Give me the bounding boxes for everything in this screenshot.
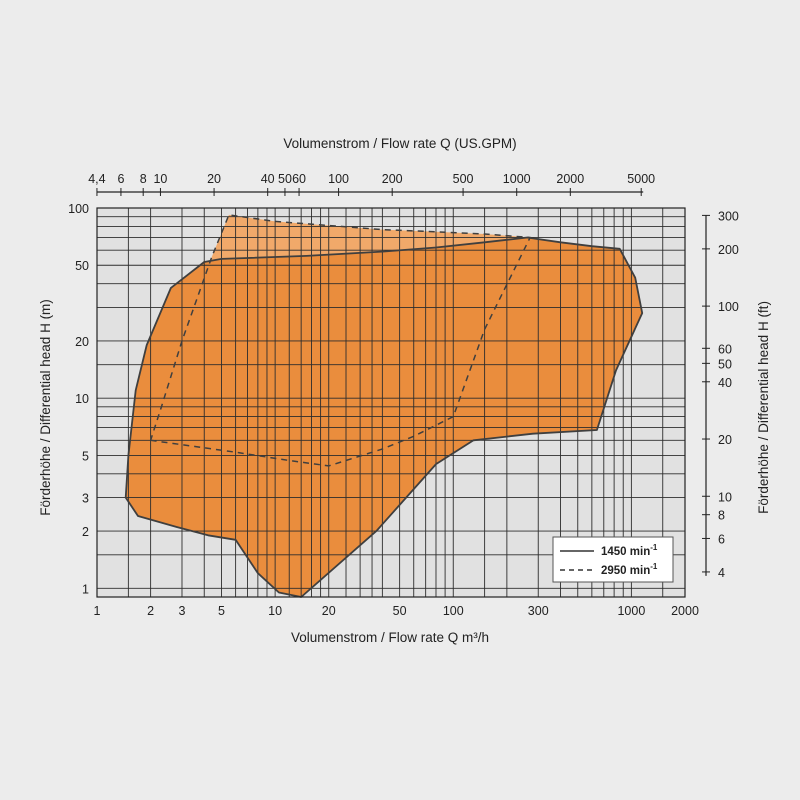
bottom-tick-10: 10 — [268, 604, 282, 618]
right-tick-200: 200 — [718, 243, 739, 257]
top-tick-40: 40 — [261, 172, 275, 186]
right-tick-10: 10 — [718, 490, 732, 504]
left-tick-5: 5 — [82, 449, 89, 463]
legend-box — [552, 536, 674, 583]
right-axis-title: Förderhöhe / Differential head H (ft) — [756, 301, 771, 514]
area-1450 — [125, 237, 643, 597]
axes: 1 2 3 5 10 20 50 100 300 1000 2000 1 2 3 5 10 20 50 100 4,4… — [68, 172, 739, 618]
series-outlines — [124, 214, 644, 598]
legend-label-1450: 1450 min-1 — [601, 543, 658, 558]
right-tick-20: 20 — [718, 433, 732, 447]
top-tick-8: 8 — [140, 172, 147, 186]
left-axis-title: Förderhöhe / Differential head H (m) — [38, 299, 53, 516]
right-tick-6: 6 — [718, 532, 725, 546]
bottom-tick-50: 50 — [393, 604, 407, 618]
left-tick-100: 100 — [68, 202, 89, 216]
right-tick-60: 60 — [718, 342, 732, 356]
top-tick-200: 200 — [382, 172, 403, 186]
left-tick-2: 2 — [82, 525, 89, 539]
bottom-tick-20: 20 — [322, 604, 336, 618]
top-tick-4.4: 4,4 — [88, 172, 105, 186]
left-tick-20: 20 — [75, 335, 89, 349]
legend: 1450 min-1 2950 min-1 — [552, 536, 674, 583]
series-line-1450 — [124, 236, 644, 598]
bottom-tick-100: 100 — [443, 604, 464, 618]
top-tick-20: 20 — [207, 172, 221, 186]
top-tick-5000: 5000 — [627, 172, 655, 186]
plot-frame — [96, 207, 686, 598]
top-tick-500: 500 — [453, 172, 474, 186]
operating-range-areas — [125, 214, 643, 597]
left-tick-1: 1 — [82, 582, 89, 596]
bottom-axis-title: Volumenstrom / Flow rate Q m³/h — [291, 630, 489, 645]
top-tick-100: 100 — [328, 172, 349, 186]
top-tick-6: 6 — [117, 172, 124, 186]
top-tick-1000: 1000 — [503, 172, 531, 186]
bottom-tick-300: 300 — [528, 604, 549, 618]
right-tick-100: 100 — [718, 300, 739, 314]
bottom-tick-1: 1 — [94, 604, 101, 618]
legend-label-2950: 2950 min-1 — [601, 562, 658, 577]
bottom-tick-2000: 2000 — [671, 604, 699, 618]
bottom-tick-2: 2 — [147, 604, 154, 618]
right-tick-4: 4 — [718, 566, 725, 580]
top-axis-title: Volumenstrom / Flow rate Q (US.GPM) — [283, 136, 516, 151]
bottom-tick-1000: 1000 — [617, 604, 645, 618]
right-tick-8: 8 — [718, 509, 725, 523]
bottom-tick-3: 3 — [179, 604, 186, 618]
top-tick-60: 60 — [292, 172, 306, 186]
left-tick-50: 50 — [75, 259, 89, 273]
series-line-2950 — [149, 214, 532, 467]
grid-lines — [97, 207, 686, 597]
right-tick-50: 50 — [718, 357, 732, 371]
left-tick-3: 3 — [82, 492, 89, 506]
right-tick-300: 300 — [718, 209, 739, 223]
top-tick-2000: 2000 — [556, 172, 584, 186]
right-tick-40: 40 — [718, 376, 732, 390]
top-tick-10: 10 — [153, 172, 167, 186]
bottom-tick-5: 5 — [218, 604, 225, 618]
left-tick-10: 10 — [75, 392, 89, 406]
top-tick-50: 50 — [278, 172, 292, 186]
